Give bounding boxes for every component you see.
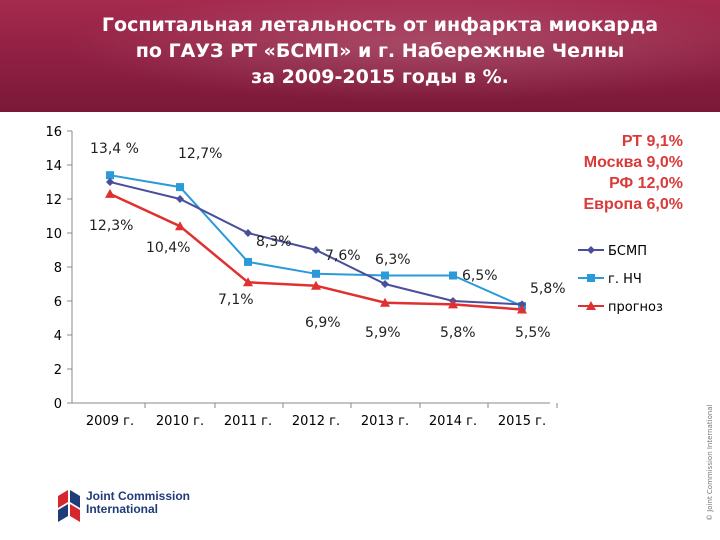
data-point-triangle: [175, 221, 185, 231]
y-tick-label: 12: [45, 193, 62, 208]
y-tick-label: 16: [45, 125, 62, 140]
data-point-diamond: [312, 246, 320, 254]
data-point-diamond: [176, 195, 184, 203]
series-layer: [105, 171, 527, 314]
data-label-layer: 13,4 % 12,7% 8,3% 7,6% 6,3% 6,5% 5,8% 12,3% 10,4…: [89, 141, 566, 341]
x-tick-label: 2009 г.: [86, 414, 134, 429]
data-point-triangle: [105, 188, 115, 198]
data-point-diamond: [381, 280, 389, 288]
legend-item: прогноз: [578, 300, 663, 315]
series-forecast: [105, 188, 527, 314]
data-point-triangle: [311, 280, 321, 290]
logo-line-2: International: [86, 502, 159, 516]
data-label: 5,5%: [515, 325, 551, 341]
note-line: Москва 9,0%: [584, 154, 683, 171]
x-tick-label: 2013 г.: [361, 414, 409, 429]
data-point-square: [106, 171, 114, 180]
data-label: 7,6%: [325, 248, 361, 264]
legend-label: БСМП: [608, 244, 647, 259]
data-point-square: [381, 271, 389, 280]
data-label: 5,9%: [365, 325, 401, 341]
note-line: РТ 9,1%: [622, 133, 683, 150]
jci-logo: Joint Commission International: [56, 490, 226, 524]
data-label: 10,4%: [146, 240, 190, 256]
title-line-3: за 2009-2015 годы в %.: [251, 66, 509, 88]
data-point-diamond: [106, 178, 114, 186]
y-tick-label: 14: [45, 159, 62, 174]
data-point-triangle: [380, 297, 390, 307]
data-label: 6,3%: [375, 252, 411, 268]
data-point-square: [587, 274, 595, 282]
x-tick-label: 2010 г.: [156, 414, 204, 429]
data-label: 6,5%: [462, 268, 498, 284]
copyright-side-label: © Joint Commission International: [700, 404, 716, 525]
data-label: 6,9%: [305, 315, 341, 331]
data-label: 13,4 %: [90, 141, 139, 157]
x-tick-label: 2015 г.: [498, 414, 546, 429]
page-title: Госпитальная летальность от инфаркта мио…: [60, 12, 700, 90]
title-line-1: Госпитальная летальность от инфаркта мио…: [101, 14, 659, 36]
data-label: 7,1%: [218, 292, 254, 308]
note-line: РФ 12,0%: [609, 175, 683, 192]
y-tick-label: 0: [54, 397, 62, 412]
header-map-texture: [0, 0, 720, 112]
note-line: Европа 6,0%: [583, 196, 683, 213]
data-point-triangle: [243, 277, 253, 287]
data-label: 8,3%: [256, 234, 292, 250]
copyright-text: © Joint Commission International: [706, 404, 714, 521]
data-label: 5,8%: [530, 281, 566, 297]
x-tick-label: 2011 г.: [224, 414, 272, 429]
data-point-square: [449, 271, 457, 280]
data-point-diamond: [244, 229, 252, 237]
data-point-square: [312, 269, 320, 278]
data-point-triangle: [448, 299, 458, 309]
y-tick-label: 10: [45, 227, 62, 242]
logo-line-1: Joint Commission: [86, 489, 191, 503]
data-point-diamond: [518, 300, 526, 309]
legend-label: г. НЧ: [608, 272, 642, 287]
y-tick-label: 8: [54, 261, 62, 276]
note-layer: РТ 9,1% Москва 9,0% РФ 12,0% Европа 6,0%: [583, 133, 683, 213]
jci-logo-icon: [58, 490, 80, 522]
y-tick-label: 2: [54, 363, 62, 378]
legend-label: прогноз: [608, 300, 663, 315]
legend-item: г. НЧ: [578, 272, 642, 287]
y-tick-label: 4: [54, 329, 62, 344]
data-point-triangle: [517, 304, 527, 314]
data-point-square: [176, 183, 184, 192]
header-banner: Госпитальная летальность от инфаркта мио…: [0, 0, 720, 112]
data-label: 12,7%: [178, 146, 222, 162]
data-label: 12,3%: [89, 218, 133, 234]
data-label: 5,8%: [440, 325, 476, 341]
x-tick-label: 2014 г.: [429, 414, 477, 429]
data-point-triangle: [586, 301, 596, 310]
legend-item: БСМП: [578, 244, 647, 259]
data-point-diamond: [587, 246, 595, 254]
title-line-2: по ГАУЗ РТ «БСМП» и г. Набережные Челны: [135, 40, 625, 62]
x-tick-label: 2012 г.: [292, 414, 340, 429]
axis-layer: 0 2 4 6 8 10 12 14 16 2009 г. 2010 г. 2011 г. 2012 г…: [45, 125, 558, 429]
data-point-square: [244, 257, 252, 266]
line-chart: 0 2 4 6 8 10 12 14 16 2009 г. 2010 г. 2011 г. 2012 г…: [45, 125, 683, 429]
legend: БСМП г. НЧ прогноз: [578, 244, 663, 315]
y-tick-label: 6: [54, 295, 62, 310]
